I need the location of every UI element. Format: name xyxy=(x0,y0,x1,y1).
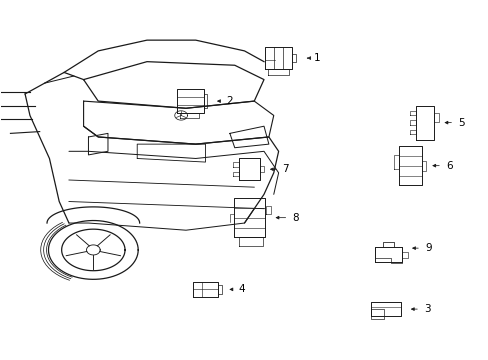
Text: 8: 8 xyxy=(292,213,298,222)
Text: 2: 2 xyxy=(226,96,233,106)
Text: 5: 5 xyxy=(457,118,464,128)
Text: 3: 3 xyxy=(423,304,430,314)
Text: 4: 4 xyxy=(238,284,245,294)
Text: 7: 7 xyxy=(282,164,288,174)
Text: 9: 9 xyxy=(424,243,430,253)
Text: 6: 6 xyxy=(445,161,451,171)
Text: 1: 1 xyxy=(314,53,320,63)
